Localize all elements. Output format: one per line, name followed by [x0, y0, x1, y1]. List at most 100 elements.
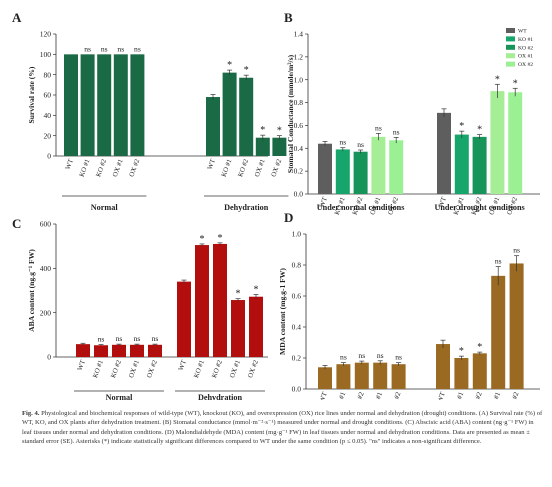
y-tick-label: 0: [47, 353, 51, 362]
category-label: WT: [319, 196, 329, 209]
y-tick-label: 600: [40, 220, 52, 229]
category-label: OX #2: [146, 359, 159, 379]
significance-mark: ns: [152, 334, 159, 343]
y-tick-label: 0.4: [292, 323, 302, 332]
bar: [318, 143, 332, 194]
bar: [130, 344, 144, 357]
significance-mark: *: [477, 125, 482, 136]
category-label: WT: [438, 196, 448, 209]
figure-4: A 0 20 40 60 80 100 120 Survival rate (%) WT ns KO …: [12, 10, 540, 400]
group-label: Dehydration: [224, 203, 269, 212]
panel-label: C: [12, 216, 21, 231]
bar: [148, 344, 162, 357]
significance-mark: ns: [375, 123, 382, 132]
bar: [239, 77, 254, 156]
bar: [490, 91, 505, 194]
category-label: WT: [318, 390, 329, 400]
y-tick-label: 0.6: [292, 292, 302, 301]
legend-swatch: [506, 61, 515, 67]
bar: [389, 140, 404, 194]
category-label: KO #1: [221, 158, 234, 178]
significance-mark: ns: [393, 127, 400, 136]
bar: [454, 358, 469, 389]
category-label: OX #1: [229, 359, 242, 379]
category-label: KO #2: [237, 158, 250, 178]
bar: [80, 54, 95, 157]
bar: [231, 300, 245, 357]
bar: [436, 344, 450, 389]
bar: [94, 345, 108, 357]
bar: [113, 54, 128, 157]
bar: [130, 54, 145, 157]
category-label: KO #2: [470, 390, 484, 400]
bar: [272, 137, 287, 156]
y-tick-label: 0.2: [292, 354, 302, 363]
y-axis-label: ABA content (ng.g⁻¹ FW): [27, 249, 36, 332]
y-tick-label: 0.4: [294, 144, 304, 153]
bar: [195, 245, 209, 357]
y-tick-label: 0.0: [292, 385, 302, 394]
category-label: OX #1: [488, 390, 502, 400]
figure-caption: Fig. 4. Physiological and biochemical re…: [22, 409, 544, 447]
category-label: OX #1: [112, 158, 125, 178]
panel-c: C 0 200 400 600 ABA content (ng.g⁻¹ FW) WT ns KO…: [12, 216, 268, 400]
category-label: KO #1: [193, 359, 206, 379]
y-tick-label: 120: [40, 30, 52, 39]
bar: [454, 134, 469, 194]
bar: [335, 149, 350, 194]
category-label: KO #1: [92, 359, 105, 379]
caption-label: Fig. 4.: [22, 410, 40, 417]
bar: [112, 344, 126, 357]
significance-mark: *: [459, 346, 464, 357]
panel-a: A 0 20 40 60 80 100 120 Survival rate (%) WT ns KO …: [12, 10, 289, 212]
category-label: OX #2: [389, 390, 403, 400]
significance-mark: ns: [340, 353, 347, 362]
category-label: OX #1: [254, 158, 267, 178]
bar: [64, 54, 78, 157]
y-axis-label: Survival rate (%): [27, 66, 36, 123]
bar: [336, 364, 351, 389]
category-label: KO #2: [95, 158, 108, 178]
significance-mark: ns: [116, 334, 123, 343]
category-label: KO #2: [352, 390, 366, 400]
y-tick-label: 1.0: [294, 75, 304, 84]
bar: [255, 137, 270, 156]
bar: [509, 263, 524, 389]
significance-mark: ns: [377, 351, 384, 360]
panel-d: D 0.0 0.2 0.4 0.6 0.8 1.0 MDA content (mg.g-1 F…: [278, 210, 540, 400]
y-tick-label: 80: [44, 70, 52, 79]
category-label: OX #2: [128, 158, 141, 178]
significance-mark: *: [495, 74, 500, 85]
category-label: KO #1: [79, 158, 92, 178]
significance-mark: ns: [101, 44, 108, 53]
bar: [472, 136, 487, 194]
y-axis-label: MDA content (mg.g-1 FW): [278, 268, 287, 355]
y-tick-label: 1.4: [294, 30, 304, 39]
significance-mark: ns: [134, 334, 141, 343]
category-label: OX #2: [247, 359, 260, 379]
significance-mark: *: [227, 60, 232, 71]
bar: [391, 364, 406, 389]
legend-label: OX #2: [518, 62, 533, 68]
bar: [508, 92, 523, 194]
significance-mark: *: [244, 65, 249, 76]
category-label: WT: [207, 158, 217, 171]
y-tick-label: 400: [40, 264, 52, 273]
y-axis-label: Stomatal Conductance (mmole/m²/s): [286, 54, 295, 173]
legend: WT KO #1 KO #2 OX #1 OX #2: [506, 28, 533, 68]
bar: [437, 112, 451, 194]
significance-mark: *: [513, 78, 518, 89]
bar: [491, 275, 506, 389]
significance-mark: ns: [98, 335, 105, 344]
panel-label: D: [284, 210, 293, 225]
significance-mark: ns: [513, 246, 520, 255]
panel-label: B: [284, 10, 293, 25]
caption-text: Physiological and biochemical responses …: [22, 410, 543, 446]
significance-mark: ns: [84, 44, 91, 53]
bar: [371, 136, 386, 194]
legend-swatch: [506, 44, 515, 50]
bar: [177, 281, 191, 357]
panel-label: A: [12, 10, 22, 25]
significance-mark: ns: [117, 44, 124, 53]
bar: [213, 243, 227, 357]
